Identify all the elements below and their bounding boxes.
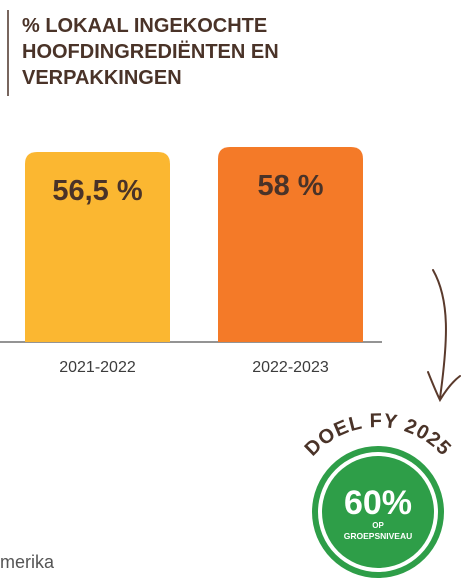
goal-line2: GROEPSNIVEAU <box>344 531 413 541</box>
badge <box>322 456 434 568</box>
bar <box>218 147 363 342</box>
chart-title: HOOFDINGREDIËNTEN EN <box>22 40 279 63</box>
x-tick-label: 2021-2022 <box>59 359 136 376</box>
goal-value: 60% <box>344 484 412 522</box>
chart-title: % LOKAAL INGEKOCHTE <box>22 15 267 37</box>
x-tick-label: 2022-2023 <box>252 359 329 376</box>
bar <box>25 152 170 342</box>
footer: merika <box>0 552 55 572</box>
goal-line1: OP <box>372 521 384 530</box>
value-label: 56,5 % <box>52 175 142 207</box>
arrow <box>427 269 461 403</box>
chart-title: VERPAKKINGEN <box>22 67 182 89</box>
value-label: 58 % <box>257 170 323 202</box>
